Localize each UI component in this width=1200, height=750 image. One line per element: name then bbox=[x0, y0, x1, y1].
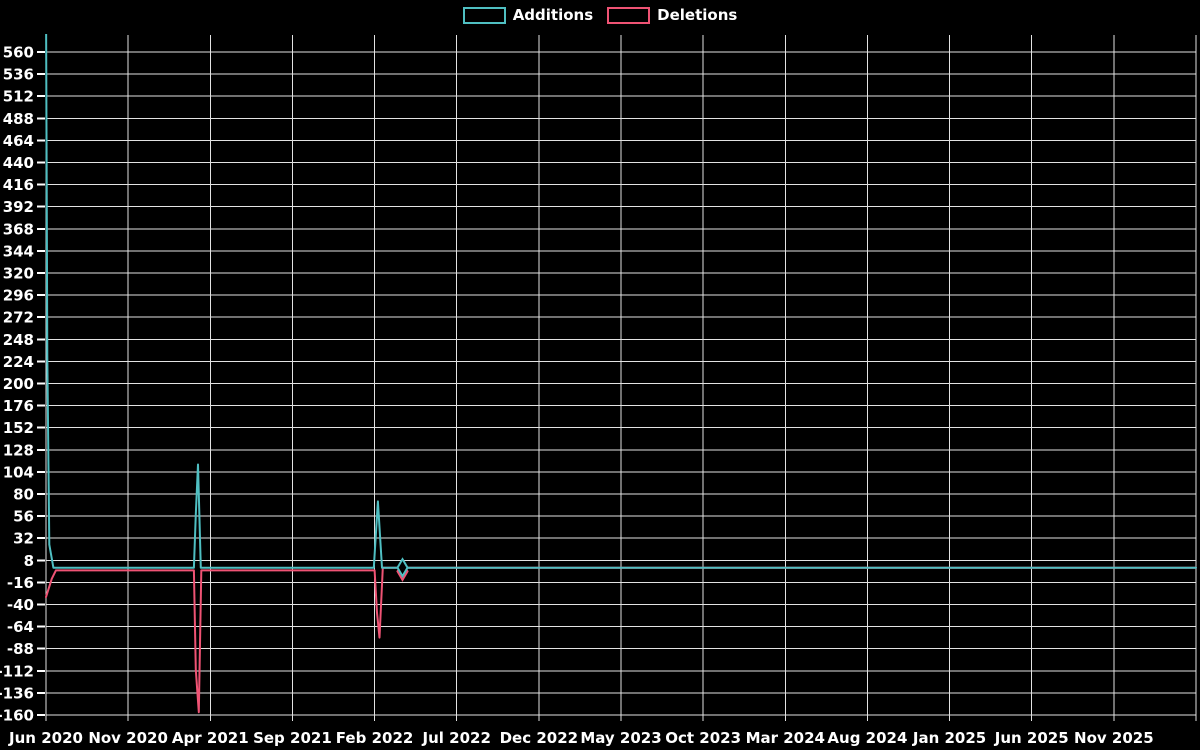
y-tick-label: 536 bbox=[3, 66, 34, 84]
y-tick-label: 248 bbox=[3, 331, 34, 349]
y-tick-label: -40 bbox=[7, 596, 34, 614]
y-tick-label: 152 bbox=[3, 419, 34, 437]
y-tick-label: -64 bbox=[7, 618, 34, 636]
x-tick-label: Nov 2020 bbox=[88, 729, 168, 747]
x-tick-label: Aug 2024 bbox=[827, 729, 907, 747]
deletions-swatch-icon bbox=[607, 6, 651, 24]
y-tick-label: 200 bbox=[3, 375, 34, 393]
x-tick-label: Oct 2023 bbox=[665, 729, 741, 747]
y-tick-label: -88 bbox=[7, 640, 34, 658]
y-tick-label: 272 bbox=[3, 309, 34, 327]
x-tick-label: May 2023 bbox=[580, 729, 661, 747]
y-axis: 560 536 512 488 464 440 416 392 368 344 320 296 272 2… bbox=[0, 44, 1196, 725]
y-tick-label: -160 bbox=[0, 707, 34, 725]
y-tick-label: 320 bbox=[3, 265, 34, 283]
y-tick-label: 32 bbox=[13, 530, 34, 548]
y-tick-label: 80 bbox=[13, 486, 34, 504]
series-lines bbox=[45, 0, 1197, 714]
y-tick-label: 224 bbox=[3, 353, 34, 371]
y-tick-label: 416 bbox=[3, 176, 34, 194]
x-tick-label: Apr 2021 bbox=[172, 729, 249, 747]
last-point-marker[interactable] bbox=[396, 557, 409, 582]
x-tick-label: Jun 2020 bbox=[8, 729, 83, 747]
y-tick-label: 104 bbox=[3, 463, 34, 481]
x-tick-label: Jul 2022 bbox=[422, 729, 491, 747]
y-tick-label: 56 bbox=[13, 508, 34, 526]
legend-label-additions: Additions bbox=[512, 6, 594, 24]
x-tick-label: Mar 2024 bbox=[746, 729, 825, 747]
chart-legend: Additions Deletions bbox=[0, 6, 1200, 24]
y-tick-label: 440 bbox=[3, 154, 34, 172]
y-tick-label: 296 bbox=[3, 287, 34, 305]
y-tick-label: 368 bbox=[3, 220, 34, 238]
x-tick-label: Jan 2025 bbox=[912, 729, 986, 747]
additions-swatch-icon bbox=[462, 6, 506, 24]
y-tick-label: 8 bbox=[24, 552, 34, 570]
deletions-line[interactable] bbox=[45, 566, 1197, 714]
x-axis: Jun 2020 Nov 2020 Apr 2021 Sep 2021 Feb 2022… bbox=[8, 35, 1197, 747]
x-tick-label: Feb 2022 bbox=[336, 729, 414, 747]
x-tick-label: Sep 2021 bbox=[253, 729, 332, 747]
y-tick-label: -112 bbox=[0, 662, 34, 680]
x-tick-label: Nov 2025 bbox=[1074, 729, 1154, 747]
x-tick-label: Dec 2022 bbox=[500, 729, 579, 747]
additions-diamond-marker[interactable] bbox=[396, 557, 409, 579]
additions-line[interactable] bbox=[45, 0, 1197, 569]
y-tick-label: 488 bbox=[3, 110, 34, 128]
y-tick-label: 464 bbox=[3, 132, 34, 150]
x-tick-label: Jun 2025 bbox=[994, 729, 1069, 747]
y-tick-label: 344 bbox=[3, 242, 34, 260]
y-tick-label: 560 bbox=[3, 44, 34, 62]
legend-item-deletions[interactable]: Deletions bbox=[607, 6, 737, 24]
y-tick-label: -136 bbox=[0, 684, 34, 702]
y-tick-label: 512 bbox=[3, 88, 34, 106]
y-tick-label: 128 bbox=[3, 441, 34, 459]
legend-label-deletions: Deletions bbox=[657, 6, 738, 24]
y-tick-label: 176 bbox=[3, 397, 34, 415]
y-tick-label: -16 bbox=[7, 574, 34, 592]
y-tick-label: 392 bbox=[3, 198, 34, 216]
legend-item-additions[interactable]: Additions bbox=[462, 6, 594, 24]
